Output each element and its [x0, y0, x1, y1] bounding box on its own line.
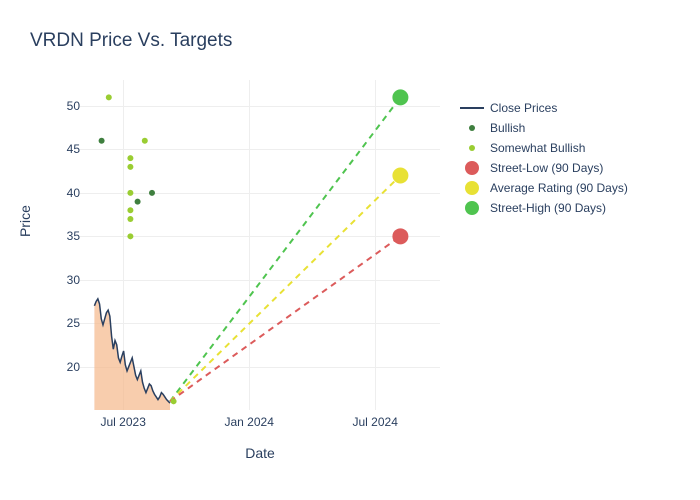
legend-item: Close Prices [460, 98, 628, 118]
legend-label: Bullish [490, 121, 525, 135]
somewhat-bullish-point [142, 138, 148, 144]
y-tick: 25 [55, 316, 80, 330]
y-axis-label: Price [17, 205, 33, 237]
legend-item: Average Rating (90 Days) [460, 178, 628, 198]
legend-label: Somewhat Bullish [490, 141, 585, 155]
legend-item: Street-High (90 Days) [460, 198, 628, 218]
legend-symbol [460, 181, 484, 195]
legend-symbol [460, 201, 484, 215]
plot-area [80, 80, 440, 410]
bullish-point [149, 190, 155, 196]
legend-item: Street-Low (90 Days) [460, 158, 628, 178]
legend-label: Street-High (90 Days) [490, 201, 606, 215]
somewhat-bullish-point [127, 216, 133, 222]
plot-svg [80, 80, 440, 410]
y-tick: 30 [55, 273, 80, 287]
projection-low-marker [392, 228, 408, 244]
x-tick: Jul 2023 [101, 415, 146, 429]
y-tick: 50 [55, 99, 80, 113]
somewhat-bullish-point [127, 164, 133, 170]
somewhat-bullish-point [127, 233, 133, 239]
legend: Close Prices Bullish Somewhat Bullish Stree… [460, 98, 628, 218]
legend-label: Close Prices [490, 101, 557, 115]
bullish-point [135, 199, 141, 205]
chart-container: VRDN Price Vs. Targets Price Date 20 25 30… [0, 0, 700, 500]
somewhat-bullish-point [171, 398, 177, 404]
y-tick: 45 [55, 142, 80, 156]
projection-low [170, 236, 400, 401]
somewhat-bullish-point [127, 207, 133, 213]
x-axis-label: Date [245, 445, 275, 461]
bullish-point [99, 138, 105, 144]
chart-title: VRDN Price Vs. Targets [30, 30, 232, 52]
somewhat-bullish-point [127, 190, 133, 196]
legend-label: Street-Low (90 Days) [490, 161, 603, 175]
y-tick: 35 [55, 229, 80, 243]
legend-item: Bullish [460, 118, 628, 138]
somewhat-bullish-point [127, 155, 133, 161]
y-axis: 20 25 30 35 40 45 50 [55, 80, 80, 410]
x-tick: Jul 2024 [353, 415, 398, 429]
projection-high [170, 97, 400, 401]
y-tick: 20 [55, 360, 80, 374]
legend-symbol [460, 145, 484, 151]
legend-item: Somewhat Bullish [460, 138, 628, 158]
legend-symbol [460, 161, 484, 175]
legend-symbol [460, 125, 484, 131]
projection-avg-marker [392, 168, 408, 184]
x-tick: Jan 2024 [224, 415, 273, 429]
projection-avg [170, 176, 400, 402]
projection-high-marker [392, 89, 408, 105]
y-tick: 40 [55, 186, 80, 200]
legend-label: Average Rating (90 Days) [490, 181, 628, 195]
somewhat-bullish-point [106, 94, 112, 100]
legend-symbol [460, 107, 484, 109]
